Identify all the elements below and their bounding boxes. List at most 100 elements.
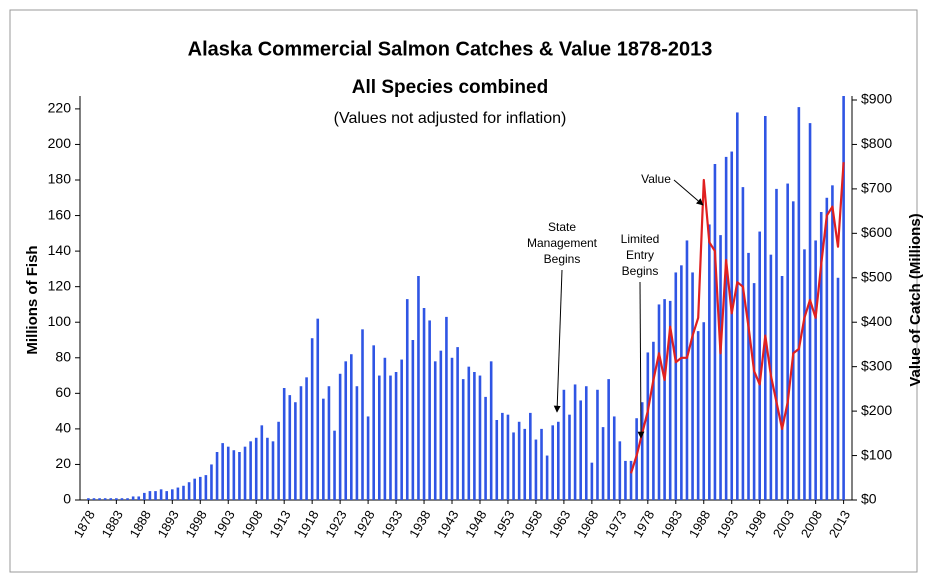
bar (271, 441, 275, 500)
bar (719, 235, 722, 500)
x-tick-label: 1903 (210, 508, 237, 541)
bar (226, 446, 230, 500)
bar (596, 389, 599, 500)
bar (741, 187, 745, 500)
bar (489, 361, 493, 500)
value-line (629, 162, 845, 474)
bar (344, 361, 348, 500)
bar (176, 487, 180, 500)
annotation: State (548, 220, 576, 234)
bar (540, 428, 543, 500)
bar (411, 340, 415, 500)
x-tick-label: 1883 (98, 508, 125, 541)
bar (557, 421, 560, 500)
y-tick-label: 200 (48, 135, 72, 151)
bar (417, 276, 420, 500)
chart-title: Alaska Commercial Salmon Catches & Value… (188, 38, 713, 60)
bar (601, 427, 605, 500)
bar (624, 460, 627, 500)
y-tick-label: 160 (48, 206, 72, 222)
bar (590, 462, 594, 500)
bar (165, 491, 169, 500)
y2-axis-label: Value of Catch (Millions) (907, 213, 924, 386)
x-tick-label: 1963 (546, 508, 573, 541)
bar (506, 414, 510, 500)
bar (674, 272, 678, 500)
bar (383, 357, 387, 500)
x-tick-label: 1908 (238, 508, 265, 541)
x-tick-label: 1993 (714, 508, 741, 541)
bar (92, 498, 96, 500)
bar (221, 443, 224, 500)
bar (87, 498, 90, 500)
x-tick-label: 1973 (602, 508, 629, 541)
y-axis-label: Millions of Fish (24, 245, 41, 354)
bar (814, 240, 817, 500)
bar (115, 498, 118, 500)
bar (299, 386, 303, 500)
bar (98, 498, 101, 500)
y-tick-label: 100 (48, 313, 72, 329)
bar (171, 489, 174, 500)
annotation-arrow (673, 179, 704, 206)
bar (260, 425, 264, 500)
bar (680, 265, 683, 500)
bar (148, 491, 152, 500)
bar (372, 345, 375, 500)
bar (400, 359, 403, 500)
bar (758, 231, 761, 500)
y-tick-label: 20 (55, 455, 71, 471)
bar (243, 446, 247, 500)
annotation: Entry (626, 248, 654, 262)
bar (467, 366, 471, 500)
bar (545, 455, 549, 500)
x-tick-label: 1878 (71, 508, 98, 541)
bar (495, 420, 499, 500)
bar (791, 201, 795, 500)
annotation: Begins (544, 252, 581, 266)
x-tick-label: 1983 (658, 508, 685, 541)
bar (551, 425, 555, 500)
bar (517, 421, 521, 500)
x-tick-label: 1928 (350, 508, 377, 541)
bar (652, 341, 655, 500)
x-tick-label: 1943 (434, 508, 461, 541)
bar (210, 464, 213, 500)
bar (394, 372, 398, 500)
y2-tick-label: $0 (861, 491, 877, 507)
bar (405, 299, 409, 500)
y2-tick-label: $900 (861, 91, 892, 107)
bar (282, 388, 286, 500)
bar (215, 452, 219, 500)
y2-tick-label: $800 (861, 135, 892, 151)
bar (182, 485, 185, 500)
y-tick-label: 0 (63, 491, 71, 507)
x-tick-label: 1888 (126, 508, 153, 541)
annotation: Limited (621, 232, 660, 246)
bar (450, 357, 454, 500)
bar (238, 452, 241, 500)
bar (249, 441, 252, 500)
bar (310, 338, 314, 500)
bar (338, 373, 342, 500)
bar (523, 428, 527, 500)
bar (747, 252, 750, 500)
bar (333, 430, 336, 500)
bar (361, 329, 364, 500)
bar (316, 318, 320, 500)
bar (568, 414, 571, 500)
bar (836, 277, 840, 500)
y-tick-label: 140 (48, 242, 72, 258)
bar (422, 308, 426, 500)
bar (154, 491, 157, 500)
bar (780, 276, 784, 500)
annotation: Begins (622, 264, 659, 278)
bar (131, 496, 135, 500)
annotation-arrow (637, 281, 645, 439)
bar (618, 441, 622, 500)
x-tick-label: 1968 (574, 508, 601, 541)
bar (484, 396, 487, 500)
bar (730, 151, 734, 500)
bar (696, 331, 700, 500)
bar (819, 212, 823, 500)
